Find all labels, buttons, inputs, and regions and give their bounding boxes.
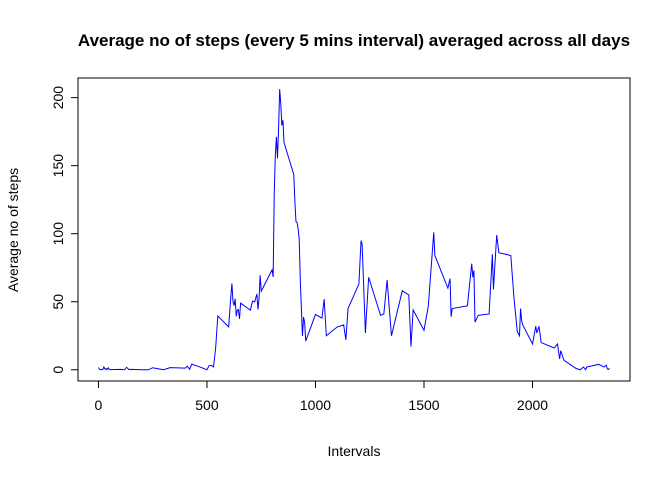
x-tick-label: 1500 (408, 397, 439, 413)
y-tick-label: 200 (50, 86, 66, 110)
y-axis-label: Average no of steps (5, 168, 21, 292)
x-tick-label: 1000 (300, 397, 331, 413)
y-tick-label: 100 (50, 222, 66, 246)
y-tick-label: 0 (50, 366, 66, 374)
x-tick-label: 0 (95, 397, 103, 413)
data-line (98, 89, 610, 371)
x-tick-label: 500 (195, 397, 219, 413)
y-tick-label: 50 (50, 294, 66, 310)
chart-title: Average no of steps (every 5 mins interv… (78, 31, 630, 50)
x-tick-label: 2000 (517, 397, 548, 413)
x-axis-label: Intervals (328, 443, 381, 459)
y-tick-label: 150 (50, 154, 66, 178)
